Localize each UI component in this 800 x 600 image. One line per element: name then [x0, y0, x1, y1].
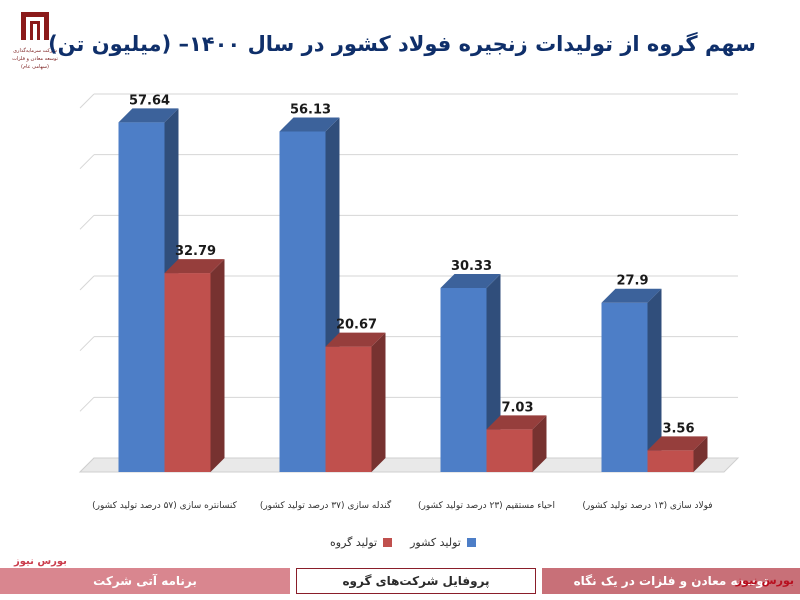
title-bar: سهم گروه از تولیدات زنجیره فولاد کشور در…	[48, 20, 756, 68]
category-label: احیاء مستقیم (۲۳ درصد تولید کشور)	[418, 501, 555, 511]
bar-top	[601, 288, 662, 303]
gridline-side	[79, 93, 95, 109]
data-label: 3.56	[662, 421, 694, 436]
company-logo: شرکت سرمایه‌گذاری توسعه معادن و فلزات (س…	[6, 8, 64, 88]
bar-side	[647, 288, 662, 472]
bar-front	[325, 346, 372, 472]
bar-front	[118, 122, 165, 473]
bar-front	[601, 302, 648, 472]
data-label: 27.9	[616, 274, 648, 289]
labels-layer: 57.64 32.79 کنسانتره سازی (۵۷ درصد تولید ک…	[92, 93, 712, 511]
gridline-side	[79, 336, 95, 352]
bar-top	[279, 117, 340, 132]
gridline-side	[79, 214, 95, 230]
tab-overview[interactable]: توسعه معادن و فلزات در یک نگاه	[542, 568, 800, 594]
watermark-text: بورس نیوز	[735, 574, 794, 587]
company-logo-icon	[21, 12, 49, 40]
bar-front	[647, 450, 694, 472]
gridline-side	[79, 154, 95, 170]
bar-side	[210, 259, 225, 472]
category-label: فولاد سازی (۱۳ درصد تولید کشور)	[582, 501, 712, 511]
category-label: گندله سازی (۳۷ درصد تولید کشور)	[260, 499, 392, 511]
legend-label-country: تولید کشور	[410, 535, 461, 549]
bar-side	[371, 332, 386, 472]
bar-front	[486, 429, 533, 472]
tab-future-plan[interactable]: برنامه آتی شرکت	[0, 568, 290, 594]
tab-group-profile[interactable]: پروفایل شرکت‌های گروه	[296, 568, 536, 594]
bar-group	[647, 436, 708, 472]
logo-text-line3: (سهامی عام)	[21, 64, 49, 70]
data-label: 30.33	[451, 259, 492, 274]
bars-layer	[118, 108, 708, 473]
bar-country	[601, 288, 662, 472]
bar-side	[693, 436, 708, 472]
data-label: 56.13	[290, 102, 331, 117]
bar-group	[325, 332, 386, 472]
bar-top	[647, 436, 708, 451]
legend-swatch-country	[466, 537, 476, 547]
legend-swatch-group	[383, 537, 393, 547]
bar-top	[486, 415, 547, 430]
data-label: 57.64	[129, 93, 170, 108]
bar-side	[532, 415, 547, 472]
bar-top	[118, 108, 179, 123]
footer-nav: برنامه آتی شرکت پروفایل شرکت‌های گروه تو…	[0, 568, 800, 600]
bar-top	[440, 273, 501, 288]
data-label: 7.03	[501, 400, 533, 415]
data-label: 32.79	[175, 244, 216, 259]
chart-legend: تولید کشور تولید گروه	[330, 532, 476, 552]
gridline-side	[79, 275, 95, 291]
gridline-side	[79, 396, 95, 412]
bar-front	[164, 273, 211, 472]
bar-group	[486, 415, 547, 472]
logo-text-line1: شرکت سرمایه‌گذاری	[13, 48, 57, 54]
watermark-logo: بورس نیوز	[14, 556, 67, 567]
data-label: 20.67	[336, 318, 377, 333]
bar-group	[164, 259, 225, 472]
legend-item-country: تولید کشور	[410, 536, 476, 549]
category-label: کنسانتره سازی (۵۷ درصد تولید کشور)	[92, 501, 237, 511]
bar-top	[164, 259, 225, 274]
chart-title: سهم گروه از تولیدات زنجیره فولاد کشور در…	[48, 32, 756, 56]
logo-text-line2: توسعه معادن و فلزات	[12, 56, 58, 62]
bar-front	[440, 287, 487, 472]
legend-item-group: تولید گروه	[330, 535, 393, 549]
legend-label-group: تولید گروه	[330, 535, 378, 549]
bar-front	[279, 131, 326, 472]
bar-top	[325, 332, 386, 347]
